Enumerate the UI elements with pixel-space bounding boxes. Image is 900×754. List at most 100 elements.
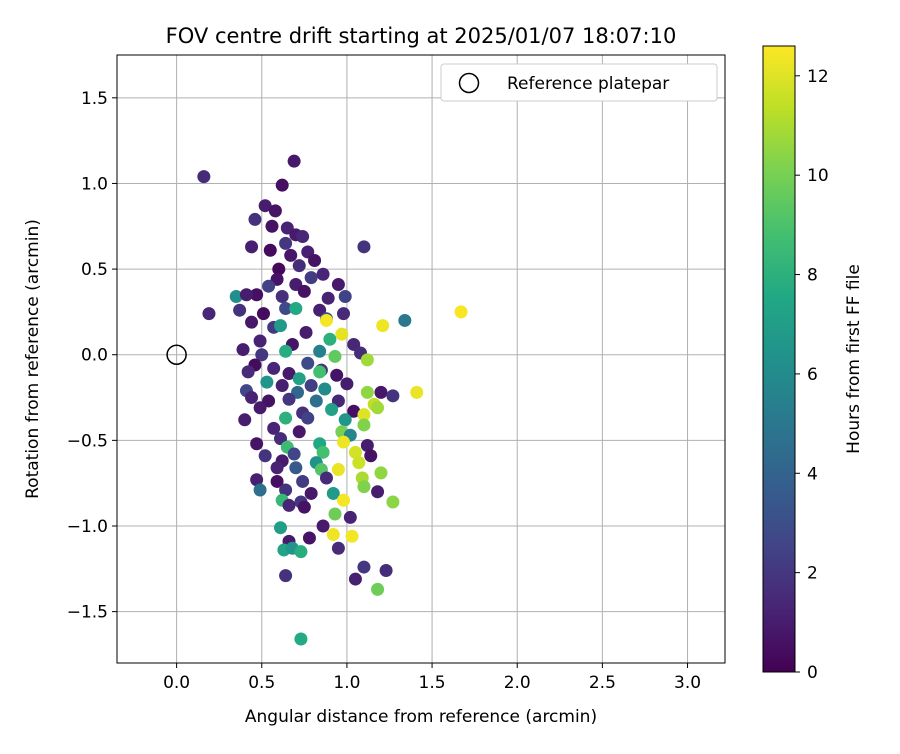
data-point [258,449,272,463]
colorbar-ticks: 0 2 4 6 8 10 12 [795,67,829,683]
data-point [256,307,270,321]
data-point [202,307,216,321]
x-tick-label: 1.0 [333,673,360,693]
data-point [357,408,371,422]
data-point [304,271,318,285]
data-point [316,267,330,281]
data-point [326,486,340,500]
chart-title: FOV centre drift starting at 2025/01/07 … [166,24,677,48]
data-point [331,462,345,476]
colorbar-tick-label: 12 [807,67,829,87]
data-point [299,325,313,339]
data-point [267,361,281,375]
data-point [328,349,342,363]
data-point [302,531,316,545]
data-point [321,291,335,305]
x-tick-label: 1.5 [419,673,446,693]
data-point [272,262,286,276]
data-point [229,289,243,303]
data-point [379,564,393,578]
data-point [255,348,269,362]
data-point [250,288,264,302]
data-points [197,154,468,646]
y-tick-label: 0.0 [81,346,108,366]
data-point [331,277,345,291]
data-point [345,529,359,543]
data-point [253,334,267,348]
data-point [357,240,371,254]
data-point [360,385,374,399]
colorbar-tick-label: 2 [807,564,818,584]
x-tick-label: 0.5 [248,673,275,693]
data-point [338,289,352,303]
data-point [386,389,400,403]
data-point [275,178,289,192]
data-point [282,392,296,406]
data-point [331,541,345,555]
data-point [250,437,264,451]
x-tick-label: 2.5 [589,673,616,693]
data-point [282,498,296,512]
data-point [352,456,366,470]
colorbar-label: Hours from first FF file [844,264,864,454]
data-point [337,307,351,321]
colorbar-tick-label: 6 [807,365,818,385]
y-tick-label: −1.0 [67,517,108,537]
y-tick-label: 0.5 [81,260,108,280]
legend-reference-marker [458,72,480,94]
y-tick-label: −1.5 [67,603,108,623]
colorbar-tick-label: 0 [807,663,818,683]
data-point [279,301,293,315]
data-point [236,343,250,357]
data-point [250,473,264,487]
data-point [197,170,211,184]
data-point [287,154,301,168]
colorbar-tick-label: 4 [807,464,818,484]
data-point [245,391,259,405]
data-point [279,236,293,250]
data-point [265,219,279,233]
colorbar: 0 2 4 6 8 10 12 Hours from first FF file [762,45,864,683]
data-point [296,230,310,244]
data-point [364,449,378,463]
data-point [319,313,333,327]
data-point [289,461,303,475]
legend: Reference platepar [440,63,718,102]
data-point [270,474,284,488]
data-point [304,486,318,500]
plot-area: 0.0 0.5 1.0 1.5 2.0 2.5 3.0 −1.5 −1.0 −0.5 0.0 0.5… [67,54,726,693]
data-point [374,385,388,399]
data-point [253,401,267,415]
data-point [262,279,276,293]
data-point [340,377,354,391]
data-point [270,461,284,475]
colorbar-gradient [762,45,796,673]
data-point [371,401,385,415]
data-point [301,411,315,425]
data-point [410,385,424,399]
data-point [357,560,371,574]
data-point [297,500,311,514]
data-point [360,353,374,367]
data-point [316,519,330,533]
data-point [319,471,333,485]
data-point [348,572,362,586]
data-point [279,483,293,497]
data-point [241,365,255,379]
y-tick-label: 1.5 [81,89,108,109]
data-point [260,375,274,389]
data-point [297,284,311,298]
data-point [294,545,308,559]
data-point [258,199,272,213]
data-point [348,445,362,459]
x-tick-label: 3.0 [674,673,701,693]
data-point [454,305,468,319]
colorbar-tick-label: 10 [807,166,829,186]
data-point [263,243,277,257]
data-point [357,418,371,432]
data-point [253,483,267,497]
y-tick-label: −0.5 [67,431,108,451]
data-point [248,212,262,226]
data-point [326,528,340,542]
data-point [275,379,289,393]
